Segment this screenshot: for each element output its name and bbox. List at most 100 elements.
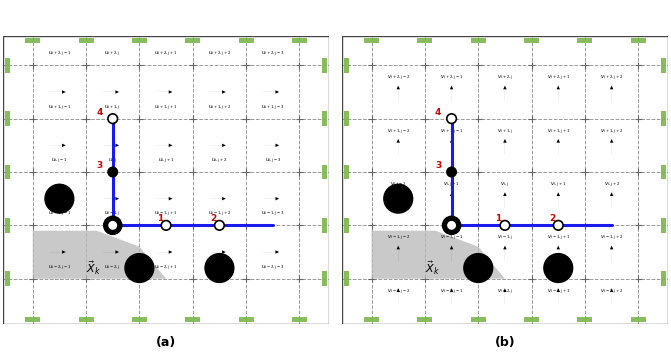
Text: $u_{i-2,j-3}$: $u_{i-2,j-3}$ — [261, 264, 285, 273]
FancyArrow shape — [210, 250, 226, 254]
FancyArrow shape — [103, 197, 119, 201]
FancyArrow shape — [397, 192, 400, 208]
Text: $v_{i+1,j+2}$: $v_{i+1,j+2}$ — [600, 127, 623, 136]
Text: $v_{i+2,j-1}$: $v_{i+2,j-1}$ — [440, 74, 463, 83]
Bar — [239, 317, 254, 323]
Circle shape — [544, 254, 572, 283]
Text: $u_{i-1,j+2}$: $u_{i-1,j+2}$ — [207, 210, 231, 219]
Bar — [471, 37, 486, 43]
FancyArrow shape — [50, 90, 66, 94]
Bar — [661, 111, 666, 126]
FancyArrow shape — [610, 288, 613, 304]
Text: $v_{i+1,j-2}$: $v_{i+1,j-2}$ — [386, 127, 410, 136]
Bar — [344, 111, 349, 126]
Bar — [322, 58, 327, 73]
Bar — [132, 317, 147, 323]
Text: $v_{i+2,j+1}$: $v_{i+2,j+1}$ — [547, 74, 570, 83]
Bar — [25, 317, 40, 323]
Bar — [79, 37, 93, 43]
Text: $u_{i-2,j}$: $u_{i-2,j}$ — [104, 264, 121, 273]
Text: $\vec{X}_k$: $\vec{X}_k$ — [86, 259, 101, 277]
FancyArrow shape — [50, 197, 66, 201]
Bar — [344, 165, 349, 180]
Bar — [239, 37, 254, 43]
Text: $u_{i-2,j+2}$: $u_{i-2,j+2}$ — [207, 264, 231, 273]
Text: $u_{i+1,j-3}$: $u_{i+1,j-3}$ — [261, 103, 285, 113]
Text: $v_{i+2,j}$: $v_{i+2,j}$ — [497, 74, 513, 83]
Text: $u_{i+2,j-3}$: $u_{i+2,j-3}$ — [261, 50, 285, 59]
Text: $u_{i+1,j+2}$: $u_{i+1,j+2}$ — [207, 103, 231, 113]
Bar — [5, 58, 10, 73]
FancyArrow shape — [156, 90, 172, 94]
Circle shape — [448, 222, 456, 229]
Text: $u_{i+1,j}$: $u_{i+1,j}$ — [104, 103, 121, 113]
Bar — [344, 271, 349, 286]
FancyArrow shape — [263, 144, 279, 147]
Text: $u_{i+1,j+1}$: $u_{i+1,j+1}$ — [154, 103, 178, 113]
Text: $v_{i+2,j-2}$: $v_{i+2,j-2}$ — [386, 74, 410, 83]
Circle shape — [554, 221, 563, 230]
Text: $\vec{X}_k$: $\vec{X}_k$ — [425, 259, 440, 277]
Text: $v_{i-1,j-2}$: $v_{i-1,j-2}$ — [386, 234, 410, 243]
FancyArrow shape — [503, 246, 507, 262]
Bar — [344, 218, 349, 233]
Circle shape — [103, 216, 122, 234]
FancyArrow shape — [610, 86, 613, 102]
FancyArrow shape — [397, 86, 400, 102]
FancyArrow shape — [503, 192, 507, 208]
Text: 1: 1 — [495, 215, 502, 224]
Text: $v_{i-2,j+2}$: $v_{i-2,j+2}$ — [600, 287, 623, 297]
Text: $v_{i-1,j-1}$: $v_{i-1,j-1}$ — [440, 234, 463, 243]
FancyArrow shape — [556, 139, 560, 155]
Bar — [185, 317, 200, 323]
Bar — [524, 317, 539, 323]
FancyArrow shape — [556, 192, 560, 208]
FancyArrow shape — [263, 90, 279, 94]
FancyArrow shape — [556, 288, 560, 304]
Text: $u_{i+2,j}$: $u_{i+2,j}$ — [104, 50, 121, 59]
FancyArrow shape — [556, 246, 560, 262]
FancyArrow shape — [263, 250, 279, 254]
Circle shape — [442, 216, 461, 234]
Text: $v_{i,j-2}$: $v_{i,j-2}$ — [390, 181, 407, 190]
Circle shape — [215, 221, 224, 230]
FancyArrow shape — [503, 288, 507, 304]
Polygon shape — [33, 231, 166, 279]
Text: $v_{i+1,j-1}$: $v_{i+1,j-1}$ — [440, 127, 463, 136]
Circle shape — [108, 114, 117, 123]
Bar — [322, 218, 327, 233]
Text: 4: 4 — [435, 108, 442, 117]
FancyArrow shape — [156, 250, 172, 254]
Circle shape — [45, 184, 74, 213]
Text: $u_{i+2,j+1}$: $u_{i+2,j+1}$ — [154, 50, 178, 59]
Bar — [661, 58, 666, 73]
Circle shape — [447, 114, 456, 123]
Text: $u_{i-1,j+1}$: $u_{i-1,j+1}$ — [154, 210, 178, 219]
FancyArrow shape — [210, 144, 226, 147]
Text: 3: 3 — [96, 161, 103, 170]
Text: $v_{i+1,j+1}$: $v_{i+1,j+1}$ — [547, 127, 570, 136]
FancyArrow shape — [50, 144, 66, 147]
FancyArrow shape — [610, 246, 613, 262]
Text: $v_{i,j+1}$: $v_{i,j+1}$ — [550, 181, 566, 190]
Bar — [471, 317, 486, 323]
Text: $v_{i-1,j+2}$: $v_{i-1,j+2}$ — [600, 234, 623, 243]
Bar — [185, 37, 200, 43]
FancyArrow shape — [397, 288, 400, 304]
Bar — [661, 165, 666, 180]
Text: $v_{i-2,j-1}$: $v_{i-2,j-1}$ — [440, 287, 463, 297]
Text: $v_{i,j+2}$: $v_{i,j+2}$ — [603, 181, 620, 190]
Circle shape — [125, 254, 154, 283]
Text: $u_{i-2,j-1}$: $u_{i-2,j-1}$ — [48, 264, 71, 273]
FancyArrow shape — [50, 250, 66, 254]
Text: $u_{i+2,j+2}$: $u_{i+2,j+2}$ — [207, 50, 231, 59]
Bar — [524, 37, 539, 43]
Bar — [322, 111, 327, 126]
Circle shape — [464, 254, 493, 283]
Text: $u_{i,j-1}$: $u_{i,j-1}$ — [51, 157, 68, 166]
Bar — [661, 218, 666, 233]
Text: 4: 4 — [96, 108, 103, 117]
Bar — [344, 58, 349, 73]
Bar — [25, 37, 40, 43]
FancyArrow shape — [103, 250, 119, 254]
